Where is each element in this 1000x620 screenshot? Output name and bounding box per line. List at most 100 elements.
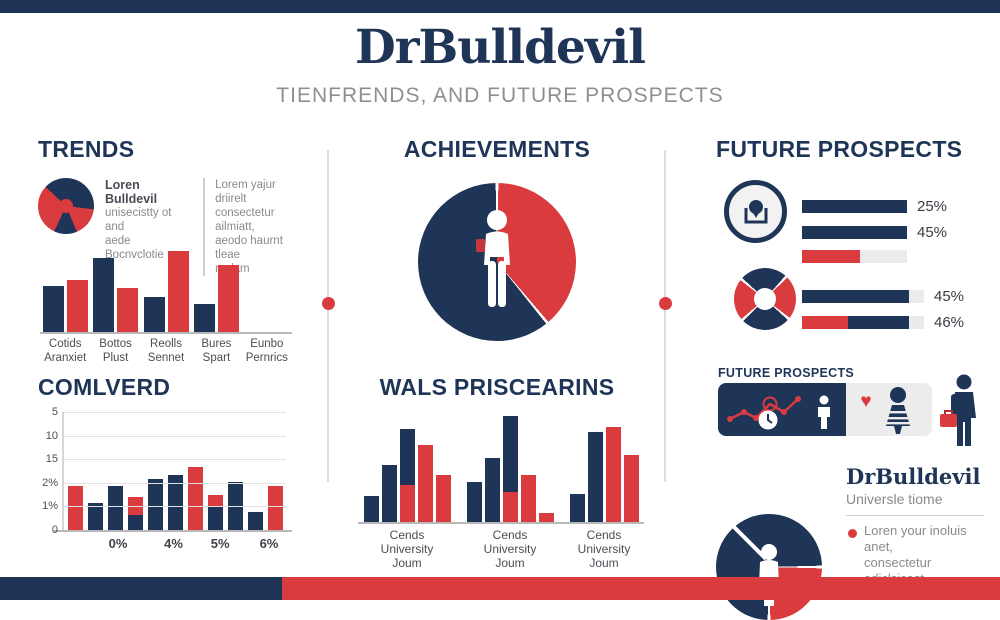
about-title: Loren Bulldevil [105, 178, 158, 206]
bottom-navy-strip [0, 577, 282, 600]
bar [502, 416, 518, 522]
pie-chart-icon [38, 178, 94, 234]
bar [623, 455, 639, 522]
page-subtitle: TIENFRENDS, AND FUTURE PROSPECTS [276, 84, 724, 107]
award-badge-icon [724, 180, 787, 243]
trends-heading: TRENDS [38, 136, 135, 162]
about-line: unisecistty ot and [105, 207, 172, 233]
bar [217, 265, 239, 332]
gridline [64, 412, 286, 413]
wals-category-labels: Cends University Joum Cends University Joum Ce… [358, 528, 644, 570]
bar [435, 475, 451, 522]
category-label: Reolls Sennet [147, 338, 185, 364]
bar [466, 482, 482, 522]
bar [520, 475, 536, 522]
category-label: Cends University Joum [380, 528, 434, 570]
bar-group [90, 246, 140, 332]
percent-label: 25% [917, 198, 948, 215]
bar [128, 497, 143, 530]
bar-group [242, 246, 292, 332]
y-tick-label: 5 [51, 406, 58, 418]
about-line: aede Bocnvclotie [105, 235, 164, 261]
bar [268, 486, 283, 530]
trends-about-left: Loren Bulldevil unisecistty ot and aede … [105, 178, 192, 276]
heart-icon: ♥ [860, 391, 872, 412]
bullet-line: Loren your inoluis anet, [864, 523, 967, 554]
y-tick-label: 2% [42, 476, 58, 489]
bottom-red-strip [282, 577, 1000, 600]
bar [228, 482, 243, 530]
bar [148, 479, 163, 530]
divider-dot-icon [659, 297, 672, 310]
achievements-heading: ACHIEVEMENTS [403, 136, 591, 162]
bar [93, 258, 115, 332]
trends-bar-chart [40, 246, 292, 334]
banner-gray-panel: ♥ [846, 383, 932, 436]
bar [587, 432, 603, 522]
bar-group [40, 246, 90, 332]
person-briefcase-icon [940, 374, 976, 446]
bar [108, 486, 123, 530]
bar-group [466, 416, 554, 522]
striped-person-icon [884, 386, 911, 434]
y-tick-label: 1% [42, 500, 58, 513]
column-divider-left [327, 150, 329, 482]
future-prospects-heading: FUTURE PROSPECTS [716, 136, 963, 162]
hbar [802, 290, 924, 303]
banner-heading: FUTURE PROSPECTS [718, 366, 855, 380]
x-tick-label: 6% [259, 536, 279, 551]
hbar-row: 45% [802, 224, 947, 241]
bar-group [141, 246, 191, 332]
percent-label: 45% [917, 224, 948, 241]
hbar [802, 200, 907, 213]
category-label: Eunbo Pernrics [245, 338, 288, 364]
percent-label: 45% [934, 288, 965, 305]
donut-hole [754, 288, 776, 310]
comlverd-bars [68, 467, 283, 530]
x-tick-label: 4% [164, 536, 183, 551]
divider-dot-icon [322, 297, 335, 310]
about-line: consectetur ailmiatt, [215, 207, 275, 233]
hbar [802, 250, 907, 263]
bar [193, 304, 215, 332]
bar [68, 486, 83, 530]
gridline [64, 459, 286, 461]
hbar-row: 45% [802, 288, 964, 305]
bar-group [191, 246, 241, 332]
footer-pie-chart [716, 514, 822, 620]
category-label: Cotids Aranxiet [44, 338, 87, 364]
bar [248, 512, 263, 530]
prospects-top-bars: 25% 45% [802, 198, 947, 272]
bar [538, 513, 554, 522]
hbar-row [802, 250, 947, 263]
bar-group [363, 429, 451, 522]
y-tick-label: 0 [51, 524, 58, 536]
hbar [802, 226, 907, 239]
presenter-person-icon [728, 521, 779, 606]
footer-subtitle: Universle tiome [846, 491, 943, 507]
bar [42, 286, 64, 332]
bar [168, 475, 183, 530]
hbar-row: 25% [802, 198, 947, 215]
percent-label: 46% [934, 314, 965, 331]
gridline [64, 435, 286, 437]
prospects-mid-bars: 45% 46% [802, 288, 964, 340]
x-axis-line [54, 530, 292, 532]
footer-title: DrBulldevil [846, 464, 981, 489]
trends-info-block: Loren Bulldevil unisecistty ot and aede … [38, 178, 306, 276]
bar [188, 467, 203, 530]
bar [363, 496, 379, 522]
y-tick-label: 10 [45, 429, 58, 442]
bullet-dot-icon [848, 529, 857, 538]
about-line: Lorem yajur driirelt [215, 179, 276, 205]
bar [605, 427, 621, 522]
wals-bar-chart [358, 408, 644, 524]
prospects-donut-chart [734, 268, 796, 330]
comlverd-heading: COMLVERD [38, 374, 171, 400]
trends-category-labels: Cotids Aranxiet Bottos Plust Reolls Sennet Bur… [40, 338, 292, 365]
banner-navy-panel [718, 383, 846, 436]
column-divider-right [664, 150, 666, 482]
bar [167, 251, 189, 332]
footer-divider [846, 515, 984, 516]
comlverd-bar-chart: 5 10 15 2% 1% 0 0% 4% 5% 6% [32, 406, 292, 558]
